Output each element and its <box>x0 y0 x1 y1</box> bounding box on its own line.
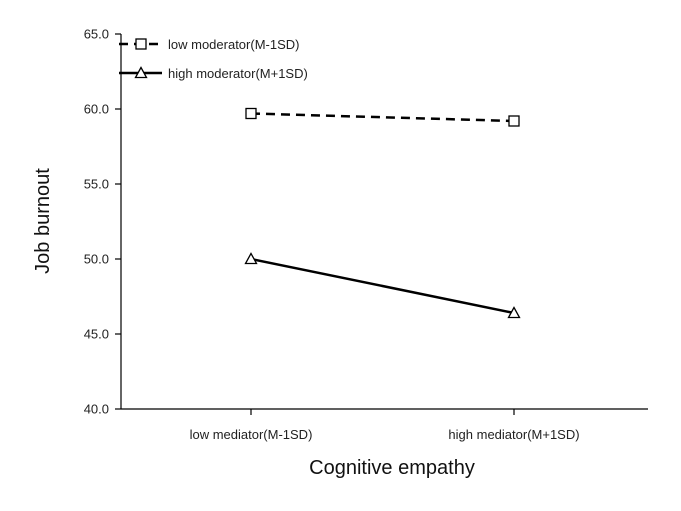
data-point-triangle <box>244 252 258 265</box>
data-point-triangle <box>507 306 521 319</box>
data-point-square <box>508 115 520 127</box>
y-axis-title: Job burnout <box>32 168 54 274</box>
y-ticks: 40.0 45.0 50.0 55.0 60.0 65.0 <box>84 27 121 417</box>
series-low-moderator <box>245 107 520 127</box>
x-tick-label: low mediator(M-1SD) <box>190 427 313 442</box>
legend-marker-square <box>135 38 147 50</box>
legend-label: low moderator(M-1SD) <box>168 37 299 52</box>
legend-item: high moderator(M+1SD) <box>119 66 308 81</box>
x-tick-label: high mediator(M+1SD) <box>448 427 579 442</box>
x-axis-title: Cognitive empathy <box>309 457 475 479</box>
legend-item: low moderator(M-1SD) <box>119 37 299 52</box>
x-ticks: low mediator(M-1SD) high mediator(M+1SD) <box>190 409 580 442</box>
axes: 40.0 45.0 50.0 55.0 60.0 65.0 low mediator(M-… <box>84 27 648 442</box>
series-layer <box>244 107 521 319</box>
legend-label: high moderator(M+1SD) <box>168 66 308 81</box>
series-line <box>250 112 515 123</box>
series-line <box>250 257 515 315</box>
legend-marker-triangle <box>134 66 148 79</box>
y-tick-label: 60.0 <box>84 102 109 117</box>
series-high-moderator <box>244 252 521 319</box>
y-tick-label: 65.0 <box>84 27 109 42</box>
y-tick-label: 40.0 <box>84 402 109 417</box>
legend: low moderator(M-1SD) high moderator(M+1SD… <box>119 37 308 81</box>
y-tick-label: 55.0 <box>84 177 109 192</box>
data-point-square <box>245 107 257 120</box>
y-tick-label: 45.0 <box>84 327 109 342</box>
y-tick-label: 50.0 <box>84 252 109 267</box>
